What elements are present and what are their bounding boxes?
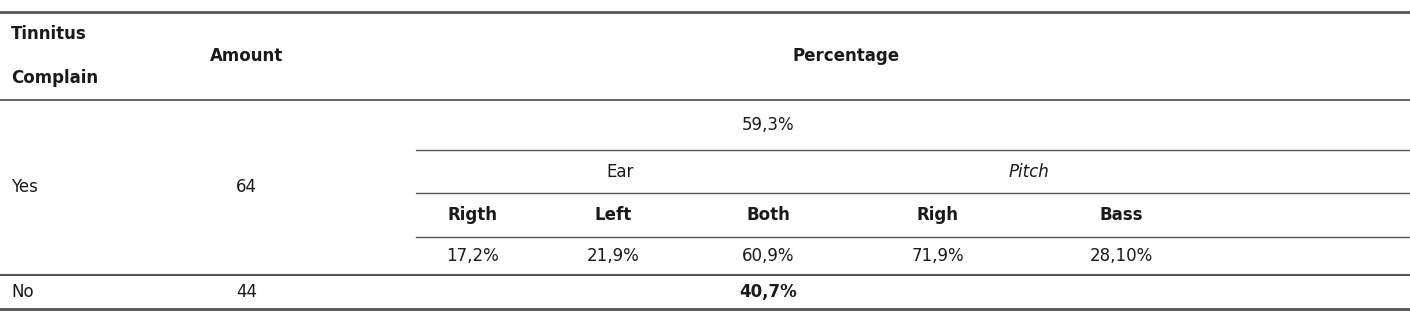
Text: Bass: Bass	[1100, 206, 1142, 224]
Text: Percentage: Percentage	[792, 47, 900, 65]
Text: 17,2%: 17,2%	[446, 247, 499, 265]
Text: Complain: Complain	[11, 69, 99, 87]
Text: No: No	[11, 283, 34, 301]
Text: Amount: Amount	[210, 47, 283, 65]
Text: 64: 64	[237, 178, 257, 196]
Text: Both: Both	[746, 206, 791, 224]
Text: 28,10%: 28,10%	[1090, 247, 1152, 265]
Text: 60,9%: 60,9%	[742, 247, 795, 265]
Text: 71,9%: 71,9%	[911, 247, 964, 265]
Text: Pitch: Pitch	[1010, 163, 1049, 181]
Text: 44: 44	[237, 283, 257, 301]
Text: Righ: Righ	[916, 206, 959, 224]
Text: 59,3%: 59,3%	[742, 116, 795, 134]
Text: Yes: Yes	[11, 178, 38, 196]
Text: Tinnitus: Tinnitus	[11, 25, 87, 43]
Text: Left: Left	[595, 206, 632, 224]
Text: Rigth: Rigth	[447, 206, 498, 224]
Text: Ear: Ear	[606, 163, 634, 181]
Text: 21,9%: 21,9%	[587, 247, 640, 265]
Text: 40,7%: 40,7%	[740, 283, 797, 301]
